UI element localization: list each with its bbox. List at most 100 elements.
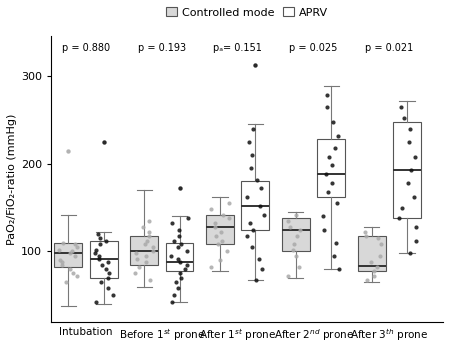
- Point: [58, 262, 65, 267]
- Point: [109, 293, 116, 298]
- Point: [253, 177, 261, 182]
- Point: [296, 228, 303, 233]
- Bar: [54, 243, 82, 267]
- Point: [168, 253, 175, 259]
- Bar: [206, 215, 234, 244]
- Point: [74, 244, 81, 250]
- Point: [320, 214, 327, 219]
- Point: [250, 227, 257, 232]
- Point: [168, 220, 176, 226]
- Point: [255, 256, 262, 261]
- Point: [146, 233, 153, 238]
- Point: [368, 259, 375, 265]
- Point: [329, 119, 337, 124]
- Point: [215, 241, 222, 247]
- Point: [396, 215, 403, 221]
- Text: p = 0.021: p = 0.021: [365, 43, 414, 54]
- Point: [94, 231, 101, 237]
- Point: [69, 249, 76, 254]
- Point: [334, 133, 341, 138]
- Point: [400, 115, 408, 121]
- Point: [249, 126, 256, 131]
- Y-axis label: PaO₂/FiO₂-ratio (mmHg): PaO₂/FiO₂-ratio (mmHg): [7, 113, 17, 245]
- Point: [243, 194, 250, 200]
- Point: [175, 256, 182, 261]
- Point: [104, 286, 112, 291]
- Point: [332, 145, 339, 151]
- Point: [176, 227, 183, 232]
- Point: [212, 220, 219, 226]
- Point: [256, 203, 263, 209]
- Point: [106, 271, 113, 276]
- Point: [56, 247, 63, 252]
- Text: p = 0.880: p = 0.880: [62, 43, 110, 54]
- Point: [284, 218, 291, 224]
- Point: [172, 279, 180, 285]
- Point: [133, 256, 140, 261]
- Point: [293, 253, 300, 259]
- Point: [97, 279, 104, 285]
- Point: [219, 238, 226, 244]
- Bar: [358, 236, 386, 271]
- Point: [411, 154, 418, 160]
- Point: [370, 268, 378, 274]
- Bar: [393, 121, 421, 218]
- Point: [104, 275, 111, 281]
- Point: [67, 266, 74, 272]
- Point: [290, 247, 297, 252]
- Point: [71, 241, 78, 247]
- Point: [324, 104, 331, 110]
- Point: [408, 167, 415, 173]
- Point: [326, 154, 333, 160]
- Point: [147, 277, 154, 282]
- Point: [141, 241, 148, 247]
- Point: [177, 241, 184, 247]
- Point: [184, 262, 191, 267]
- Point: [139, 224, 146, 230]
- Point: [296, 265, 303, 270]
- Point: [73, 273, 81, 279]
- Point: [95, 256, 103, 261]
- Point: [177, 271, 184, 276]
- Point: [72, 253, 79, 259]
- Point: [226, 201, 233, 206]
- Bar: [317, 139, 345, 197]
- Point: [135, 265, 142, 270]
- Point: [93, 247, 100, 252]
- Point: [174, 286, 181, 291]
- Point: [399, 205, 406, 210]
- Point: [405, 139, 413, 145]
- Text: p = 0.025: p = 0.025: [289, 43, 338, 54]
- Point: [328, 163, 336, 168]
- Point: [412, 238, 419, 244]
- Point: [407, 126, 414, 131]
- Point: [377, 253, 384, 259]
- Point: [323, 172, 330, 177]
- Point: [146, 218, 153, 224]
- Point: [149, 249, 157, 254]
- Point: [333, 240, 340, 245]
- Point: [252, 277, 260, 282]
- Point: [168, 300, 176, 305]
- Point: [176, 186, 183, 191]
- Point: [412, 224, 419, 230]
- Point: [146, 229, 153, 235]
- Point: [58, 259, 65, 265]
- Point: [374, 236, 382, 241]
- Point: [100, 139, 107, 145]
- Point: [378, 241, 385, 247]
- Point: [207, 265, 215, 270]
- Bar: [282, 218, 310, 252]
- Legend: Controlled mode, APRV: Controlled mode, APRV: [164, 5, 330, 20]
- Point: [143, 238, 150, 244]
- Point: [207, 206, 215, 212]
- Point: [59, 240, 67, 245]
- Point: [175, 233, 182, 238]
- Point: [211, 224, 218, 230]
- Point: [374, 265, 381, 270]
- Point: [184, 215, 191, 221]
- Point: [361, 229, 368, 235]
- Point: [333, 201, 340, 206]
- Point: [103, 266, 110, 272]
- Point: [96, 241, 104, 247]
